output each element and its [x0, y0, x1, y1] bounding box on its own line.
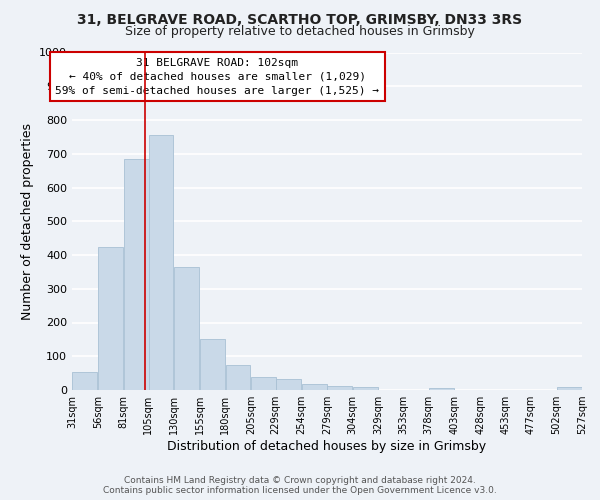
Bar [98, 246, 123, 390]
X-axis label: Distribution of detached houses by size in Grimsby: Distribution of detached houses by size … [167, 440, 487, 453]
Bar [429, 388, 454, 390]
Y-axis label: Number of detached properties: Number of detached properties [20, 122, 34, 320]
Bar [302, 384, 326, 390]
Bar [73, 372, 97, 390]
Bar [328, 386, 352, 390]
Text: Contains public sector information licensed under the Open Government Licence v3: Contains public sector information licen… [103, 486, 497, 495]
Bar [174, 268, 199, 390]
Text: Size of property relative to detached houses in Grimsby: Size of property relative to detached ho… [125, 25, 475, 38]
Bar [124, 159, 149, 390]
Bar [557, 388, 581, 390]
Bar [200, 338, 225, 390]
Text: Contains HM Land Registry data © Crown copyright and database right 2024.: Contains HM Land Registry data © Crown c… [124, 476, 476, 485]
Bar [353, 388, 378, 390]
Text: 31, BELGRAVE ROAD, SCARTHO TOP, GRIMSBY, DN33 3RS: 31, BELGRAVE ROAD, SCARTHO TOP, GRIMSBY,… [77, 12, 523, 26]
Bar [276, 379, 301, 390]
Bar [226, 364, 251, 390]
Bar [149, 134, 173, 390]
Bar [251, 376, 276, 390]
Text: 31 BELGRAVE ROAD: 102sqm
← 40% of detached houses are smaller (1,029)
59% of sem: 31 BELGRAVE ROAD: 102sqm ← 40% of detach… [55, 58, 379, 96]
